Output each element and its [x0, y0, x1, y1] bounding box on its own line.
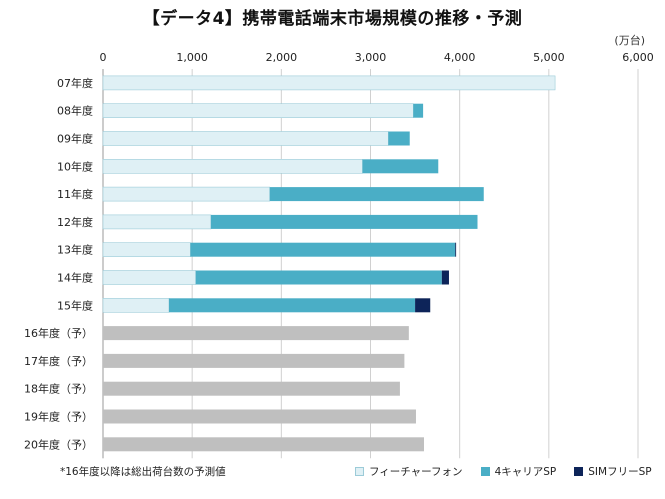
bar-feature: [102, 242, 191, 257]
bar-sim: [455, 242, 457, 257]
category-label: 20年度（予）: [24, 437, 93, 451]
bar-forecast: [103, 381, 400, 396]
unit-label: (万台): [614, 34, 645, 47]
bar-smart: [413, 103, 424, 118]
bar-smart: [195, 270, 442, 285]
category-label: 16年度（予）: [24, 326, 93, 340]
legend-label-feature: フィーチャーフォン: [369, 466, 463, 478]
category-label: 11年度: [57, 187, 93, 201]
bar-sim: [415, 298, 431, 313]
legend-label-4carrier-sp: 4キャリアSP: [494, 466, 557, 478]
bar-feature: [102, 103, 414, 118]
bar-forecast: [103, 409, 416, 424]
bar-feature: [102, 131, 389, 146]
bar-forecast: [103, 326, 409, 341]
category-label: 08年度: [57, 104, 93, 118]
bar-smart: [269, 187, 484, 202]
legend-label-simfree-sp: SIMフリーSP: [588, 466, 652, 478]
bar-feature: [102, 159, 363, 174]
category-label: 14年度: [57, 271, 93, 285]
bar-smart: [362, 159, 439, 174]
legend-item-simfree-sp: SIMフリーSP: [574, 464, 652, 479]
x-tick-label: 4,000: [444, 51, 476, 64]
x-tick-label: 0: [100, 51, 107, 64]
legend-swatch-simfree-sp: [574, 467, 584, 476]
bar-forecast: [103, 353, 405, 368]
chart-title: 【データ4】携帯電話端末市場規模の推移・予測: [142, 9, 523, 29]
bar-smart: [210, 214, 478, 229]
category-label: 17年度（予）: [24, 354, 93, 368]
legend-swatch-feature: [355, 467, 364, 476]
bar-forecast: [103, 437, 424, 452]
footnote: *16年度以降は総出荷台数の予測値: [60, 466, 226, 478]
bar-smart: [190, 242, 456, 257]
category-label: 07年度: [57, 76, 93, 90]
legend: フィーチャーフォン 4キャリアSP SIMフリーSP: [355, 464, 652, 479]
x-tick-label: 1,000: [176, 51, 208, 64]
x-tick-label: 2,000: [266, 51, 298, 64]
x-tick-label: 5,000: [533, 51, 565, 64]
category-label: 18年度（予）: [24, 382, 93, 396]
bar-smart: [388, 131, 410, 146]
x-tick-label: 6,000: [622, 51, 654, 64]
bar-smart: [168, 298, 416, 313]
bar-feature: [102, 214, 212, 230]
legend-item-feature: フィーチャーフォン: [355, 464, 463, 479]
legend-item-4carrier-sp: 4キャリアSP: [480, 464, 557, 479]
bar-feature: [102, 297, 170, 313]
legend-swatch-4carrier-sp: [480, 467, 490, 476]
category-label: 15年度: [57, 298, 93, 312]
category-label: 19年度（予）: [24, 410, 93, 424]
bar-feature: [102, 270, 197, 285]
x-tick-label: 3,000: [355, 51, 387, 64]
bar-feature: [102, 75, 556, 91]
category-label: 13年度: [57, 243, 93, 257]
category-label: 12年度: [57, 215, 93, 229]
category-label: 10年度: [57, 159, 93, 173]
bar-feature: [102, 186, 271, 202]
category-label: 09年度: [57, 132, 93, 146]
bar-sim: [441, 270, 449, 285]
